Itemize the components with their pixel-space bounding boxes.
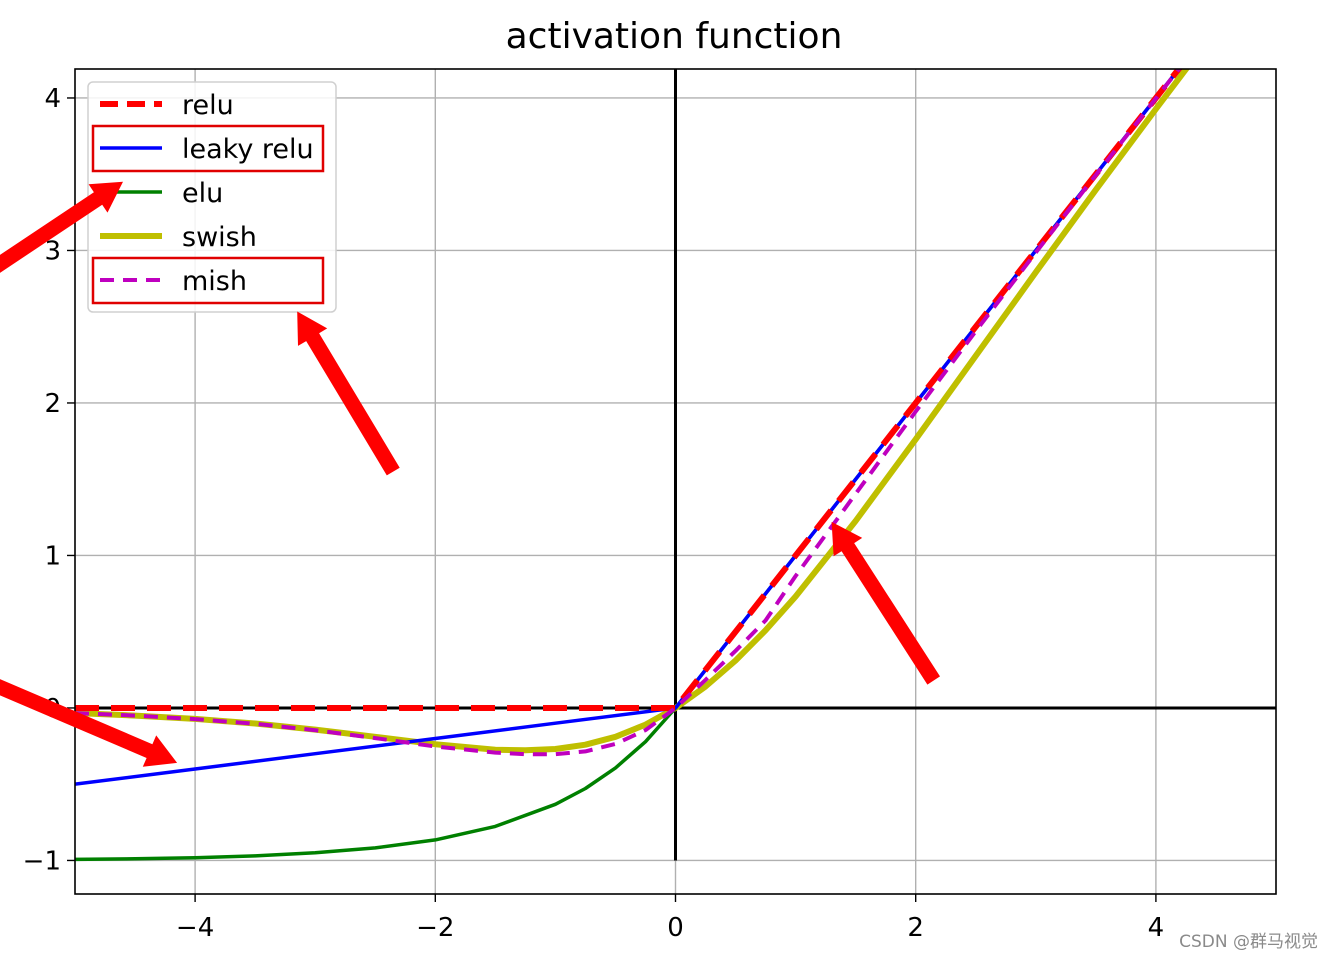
x-tick-label: 4	[1148, 913, 1165, 943]
chart-title: activation function	[506, 16, 843, 57]
y-tick-label: 2	[44, 389, 61, 419]
legend-label-leaky-relu: leaky relu	[182, 134, 314, 165]
legend-label-swish: swish	[182, 222, 257, 253]
red-arrow	[831, 521, 940, 685]
highlight-box-mish	[91, 256, 325, 305]
legend-label-mish: mish	[182, 266, 247, 297]
y-tick-label: 3	[44, 236, 61, 266]
legend-label-elu: elu	[182, 178, 223, 209]
y-tick-label: 4	[44, 84, 61, 114]
y-tick-label: 1	[44, 541, 61, 571]
x-tick-label: −4	[176, 913, 214, 943]
legend-label-relu: relu	[182, 90, 234, 121]
red-arrow	[297, 311, 400, 476]
series-line-relu	[75, 69, 1183, 711]
annotations	[0, 124, 940, 767]
red-arrow	[0, 679, 178, 767]
series-line-mish	[75, 69, 1182, 757]
highlight-box-leaky-relu	[91, 124, 325, 173]
red-arrow	[0, 181, 123, 273]
y-tick-label: −1	[23, 846, 61, 876]
series-line-swish	[75, 69, 1190, 754]
watermark: CSDN @群马视觉	[1179, 932, 1318, 952]
x-tick-label: −2	[416, 913, 454, 943]
series-lines	[75, 69, 1190, 862]
x-tick-label: 2	[907, 913, 924, 943]
legend: relu leaky relu elu swish mish	[87, 81, 337, 313]
x-tick-label: 0	[667, 913, 684, 943]
